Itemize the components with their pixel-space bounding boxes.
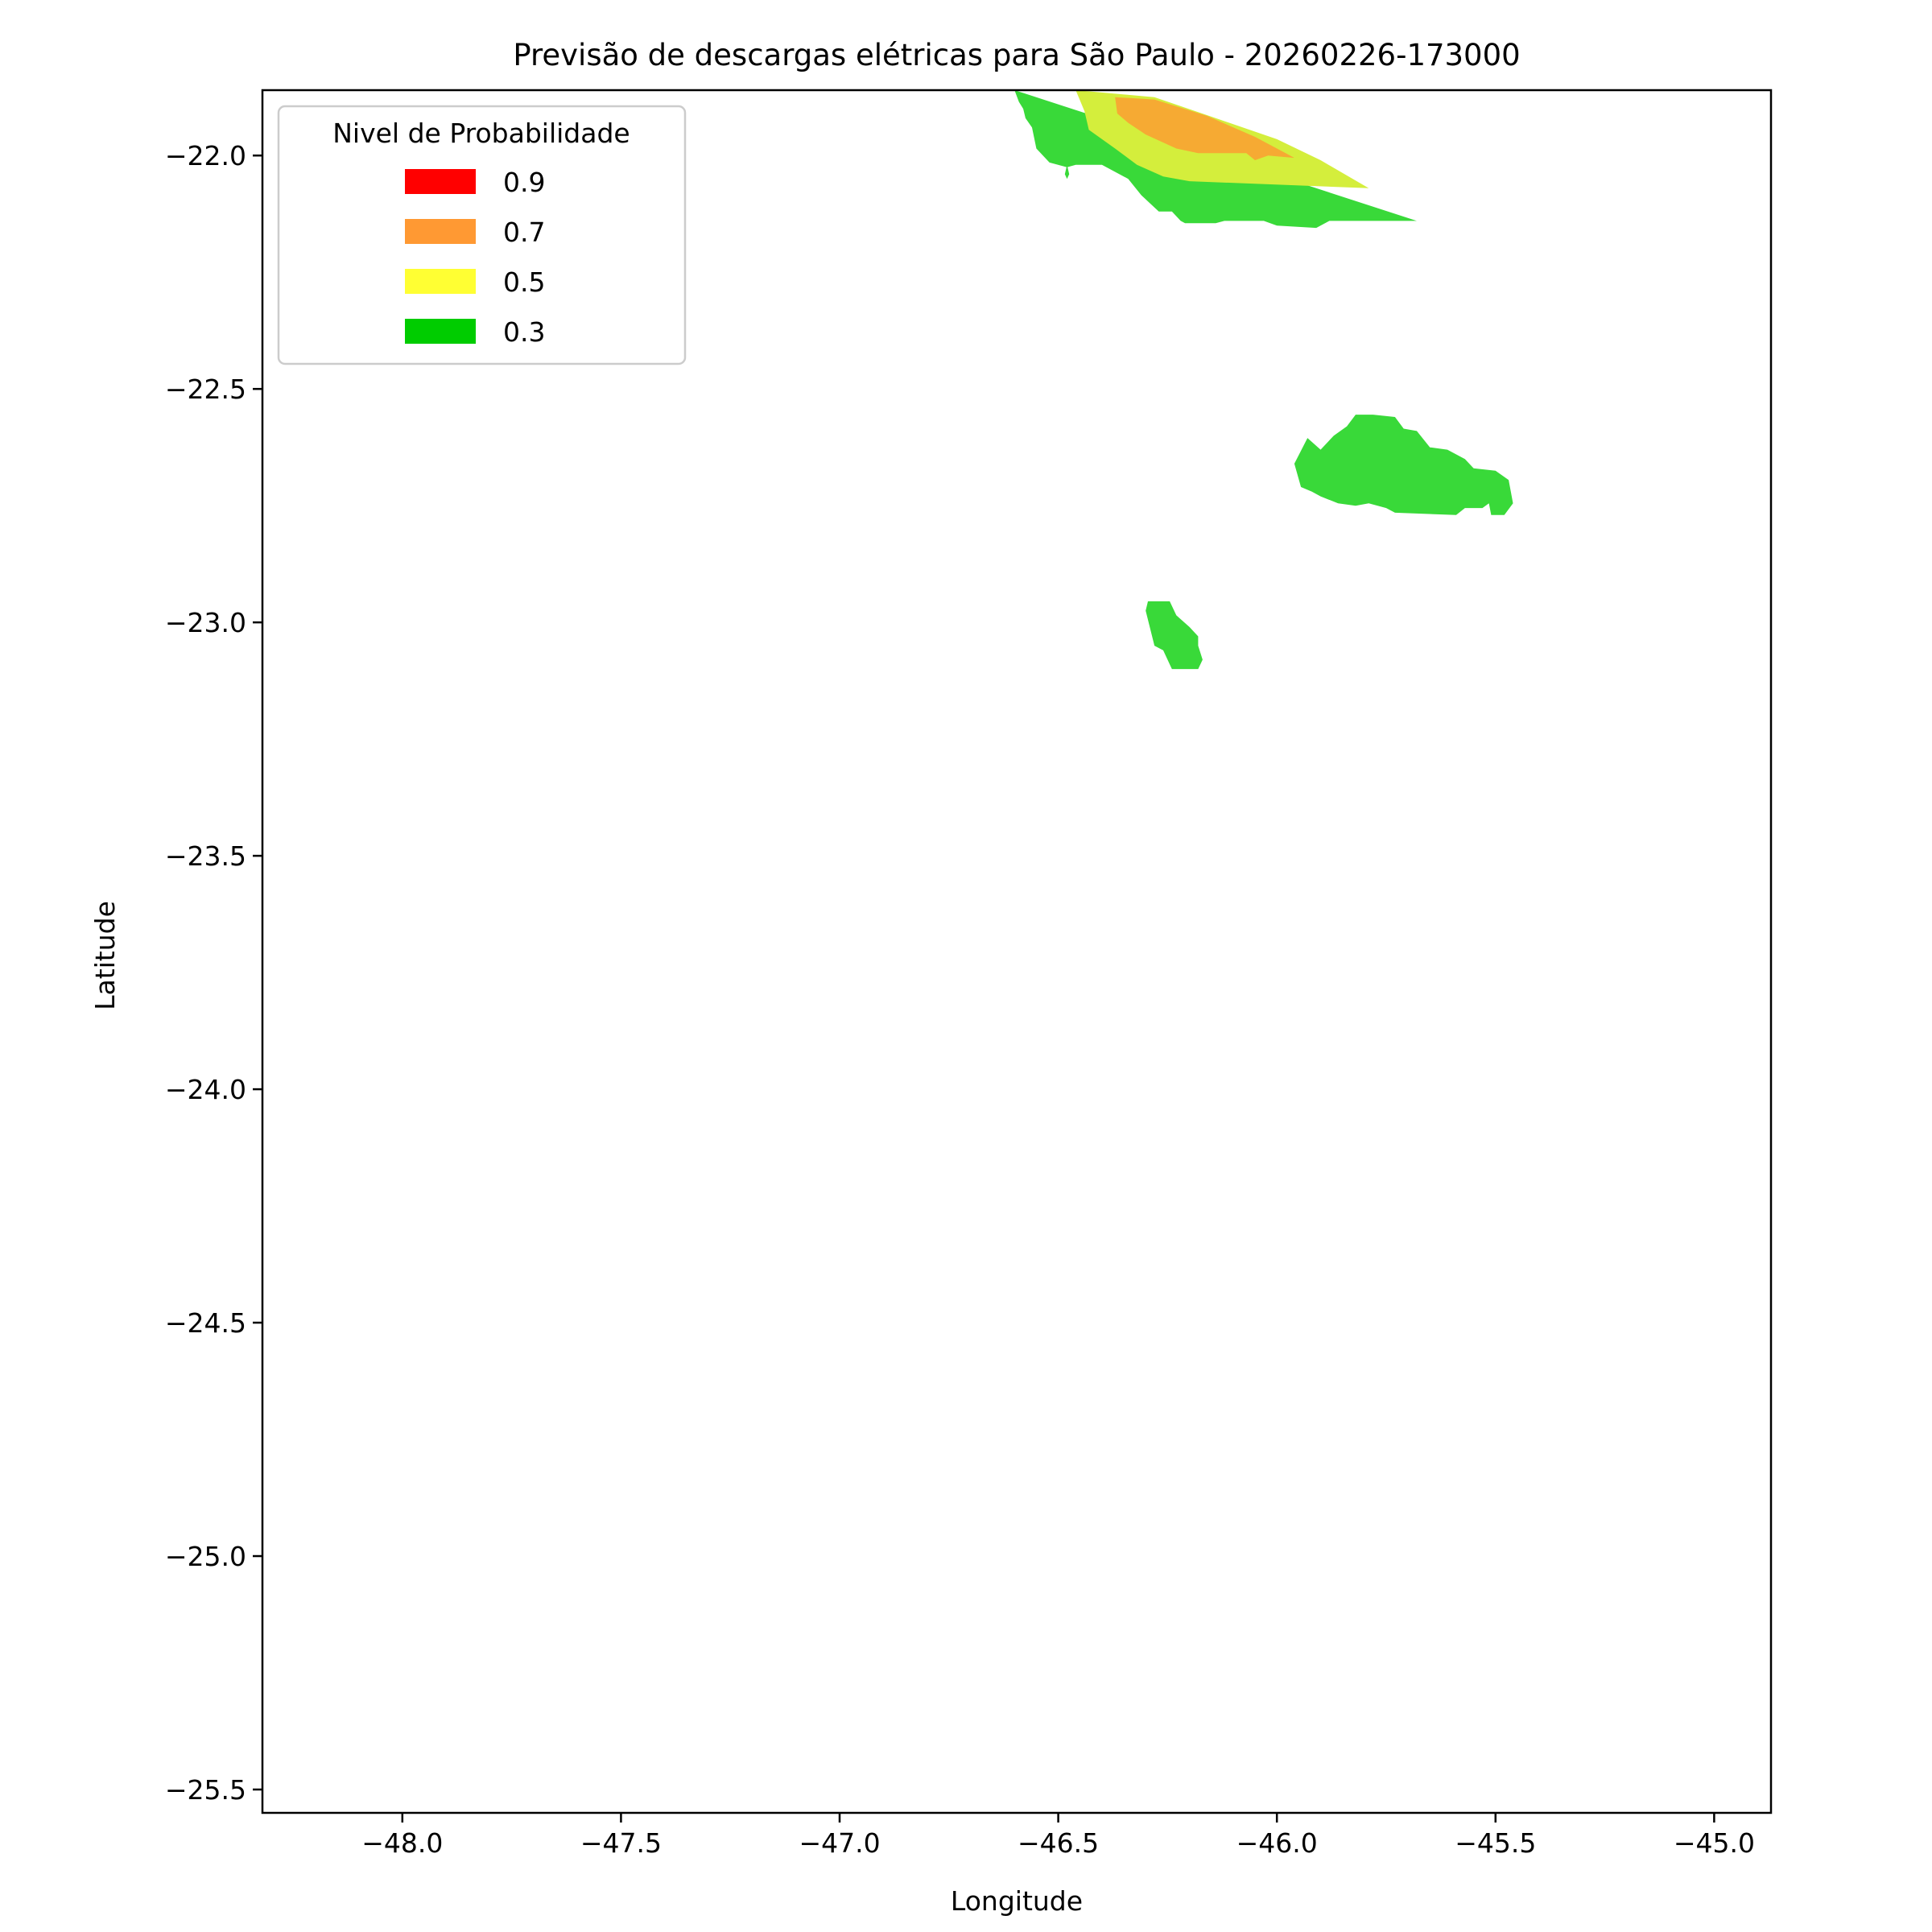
y-tick-label: −24.5 <box>165 1307 246 1339</box>
region-4-level-0-3 <box>1294 415 1513 515</box>
region-1-level-0-3 <box>1064 164 1070 180</box>
axes-background <box>262 90 1771 1813</box>
region-5-level-0-3 <box>1146 601 1203 670</box>
legend-box <box>277 105 687 365</box>
y-tick-label: −23.5 <box>165 840 246 872</box>
x-tick-label: −47.0 <box>799 1827 880 1859</box>
legend-swatch-0-9 <box>405 169 476 194</box>
axes-frame <box>261 89 1773 1814</box>
y-tick-label: −23.0 <box>165 607 246 638</box>
x-tick-label: −46.0 <box>1236 1827 1318 1859</box>
legend-title: Nivel de Probabilidade <box>332 118 630 149</box>
probability-regions <box>1014 90 1513 670</box>
region-3-level-0-7 <box>1115 97 1294 160</box>
y-tick-label: −25.0 <box>165 1541 246 1572</box>
x-tick-label: −45.5 <box>1455 1827 1536 1859</box>
legend-swatch-0-7 <box>405 219 476 244</box>
x-tick-label: −47.5 <box>580 1827 662 1859</box>
y-axis: −22.0 −22.5 −23.0 −23.5 −24.0 −24.5 −25.0 −25.5 <box>165 140 262 1806</box>
x-axis: −48.0 −47.5 −47.0 −46.5 −46.0 −45.5 −45.0 <box>361 1813 1755 1859</box>
legend-label-0-9: 0.9 <box>503 167 545 198</box>
legend-swatch-0-3 <box>405 319 476 344</box>
y-tick-label: −24.0 <box>165 1074 246 1105</box>
x-axis-label: Longitude <box>951 1885 1083 1917</box>
x-tick-label: −48.0 <box>361 1827 443 1859</box>
x-tick-label: −45.0 <box>1674 1827 1755 1859</box>
chart-title: Previsão de descargas elétricas para São… <box>513 38 1520 72</box>
x-tick-label: −46.5 <box>1018 1827 1099 1859</box>
y-tick-label: −25.5 <box>165 1774 246 1806</box>
legend-label-0-5: 0.5 <box>503 266 545 298</box>
y-axis-label: Latitude <box>89 901 121 1010</box>
legend-label-0-3: 0.3 <box>503 316 545 348</box>
y-tick-label: −22.0 <box>165 140 246 171</box>
legend-swatch-0-5 <box>405 269 476 294</box>
legend: Nivel de Probabilidade 0.9 0.7 0.5 0.3 <box>277 105 687 365</box>
plot-area <box>261 89 1773 1814</box>
y-tick-label: −22.5 <box>165 374 246 405</box>
legend-label-0-7: 0.7 <box>503 217 545 248</box>
legend-entries: 0.9 0.7 0.5 0.3 <box>405 167 545 348</box>
